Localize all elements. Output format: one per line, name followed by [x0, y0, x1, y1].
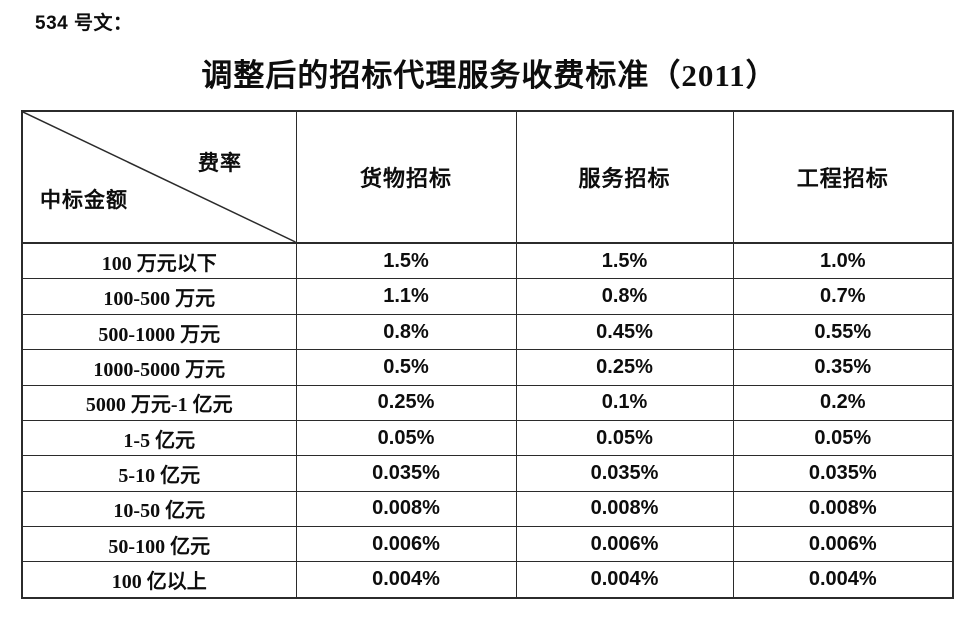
- amount-range-cell: 1000-5000 万元: [21, 349, 297, 386]
- corner-label-rate: 费率: [198, 151, 242, 175]
- service-rate-cell: 0.004%: [515, 561, 734, 599]
- column-header-goods-bidding: 货物招标: [295, 110, 517, 244]
- table-row: 100 亿以上 0.004% 0.004% 0.004%: [21, 561, 954, 599]
- engineering-rate-cell: 0.35%: [732, 349, 954, 386]
- goods-rate-cell: 0.008%: [295, 490, 517, 528]
- amount-range-cell: 5000 万元-1 亿元: [21, 384, 297, 421]
- service-rate-cell: 0.05%: [515, 419, 734, 457]
- amount-range-cell: 5-10 亿元: [21, 455, 297, 492]
- corner-header-cell: 费率 中标金额: [21, 110, 297, 244]
- goods-rate-cell: 0.035%: [295, 455, 517, 492]
- engineering-rate-cell: 0.008%: [732, 490, 954, 528]
- goods-rate-cell: 1.1%: [295, 278, 517, 315]
- amount-range-cell: 100-500 万元: [21, 278, 297, 315]
- table-row: 5-10 亿元 0.035% 0.035% 0.035%: [21, 455, 954, 492]
- amount-range-cell: 1-5 亿元: [21, 419, 297, 457]
- service-rate-cell: 0.8%: [515, 278, 734, 315]
- amount-range-cell: 50-100 亿元: [21, 526, 297, 563]
- diagonal-divider-line: [23, 112, 296, 242]
- header-row: 费率 中标金额 货物招标 服务招标 工程招标: [21, 110, 954, 244]
- engineering-rate-cell: 0.55%: [732, 313, 954, 351]
- goods-rate-cell: 0.05%: [295, 419, 517, 457]
- engineering-rate-cell: 0.004%: [732, 561, 954, 599]
- goods-rate-cell: 0.5%: [295, 349, 517, 386]
- amount-range-cell: 100 万元以下: [21, 242, 297, 280]
- column-header-engineering-bidding: 工程招标: [732, 110, 954, 244]
- engineering-rate-cell: 0.05%: [732, 419, 954, 457]
- table-row: 500-1000 万元 0.8% 0.45% 0.55%: [21, 313, 954, 351]
- amount-range-cell: 10-50 亿元: [21, 490, 297, 528]
- service-rate-cell: 0.1%: [515, 384, 734, 421]
- engineering-rate-cell: 0.035%: [732, 455, 954, 492]
- service-rate-cell: 0.006%: [515, 526, 734, 563]
- goods-rate-cell: 1.5%: [295, 242, 517, 280]
- engineering-rate-cell: 0.7%: [732, 278, 954, 315]
- fee-rate-table: 费率 中标金额 货物招标 服务招标 工程招标 100 万元以下 1.5% 1.5…: [21, 110, 954, 599]
- table-row: 1-5 亿元 0.05% 0.05% 0.05%: [21, 419, 954, 457]
- engineering-rate-cell: 0.006%: [732, 526, 954, 563]
- engineering-rate-cell: 0.2%: [732, 384, 954, 421]
- goods-rate-cell: 0.25%: [295, 384, 517, 421]
- goods-rate-cell: 0.006%: [295, 526, 517, 563]
- service-rate-cell: 0.45%: [515, 313, 734, 351]
- service-rate-cell: 0.008%: [515, 490, 734, 528]
- engineering-rate-cell: 1.0%: [732, 242, 954, 280]
- document-number-label: 534 号文：: [35, 13, 133, 34]
- table-row: 5000 万元-1 亿元 0.25% 0.1% 0.2%: [21, 384, 954, 421]
- goods-rate-cell: 0.004%: [295, 561, 517, 599]
- table-row: 100-500 万元 1.1% 0.8% 0.7%: [21, 278, 954, 315]
- service-rate-cell: 0.25%: [515, 349, 734, 386]
- table-row: 1000-5000 万元 0.5% 0.25% 0.35%: [21, 349, 954, 386]
- page-title: 调整后的招标代理服务收费标准（2011）: [201, 58, 778, 93]
- service-rate-cell: 1.5%: [515, 242, 734, 280]
- column-header-service-bidding: 服务招标: [515, 110, 734, 244]
- table-row: 50-100 亿元 0.006% 0.006% 0.006%: [21, 526, 954, 563]
- service-rate-cell: 0.035%: [515, 455, 734, 492]
- amount-range-cell: 100 亿以上: [21, 561, 297, 599]
- table-row: 10-50 亿元 0.008% 0.008% 0.008%: [21, 490, 954, 528]
- corner-label-amount: 中标金额: [40, 188, 128, 212]
- amount-range-cell: 500-1000 万元: [21, 313, 297, 351]
- goods-rate-cell: 0.8%: [295, 313, 517, 351]
- table-row: 100 万元以下 1.5% 1.5% 1.0%: [21, 242, 954, 280]
